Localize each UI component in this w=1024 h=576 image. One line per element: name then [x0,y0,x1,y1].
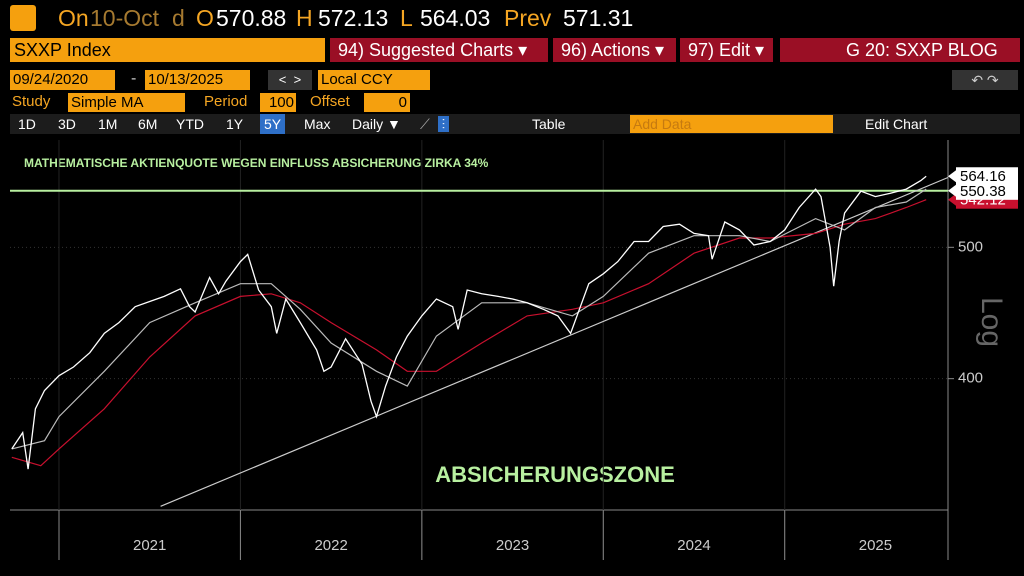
x-tick-label: 2021 [133,537,166,554]
start-date[interactable]: 09/24/2020 [10,70,115,90]
date-separator: - [131,70,137,87]
range-button[interactable]: 5Y [260,114,286,134]
open-label: O [196,5,214,31]
low: 564.03 [420,5,491,31]
x-tick-label: 2022 [314,537,347,554]
range-button[interactable]: YTD [176,116,204,132]
undo-buttons[interactable]: ↶ ↷ [952,70,1018,90]
high: 572.13 [318,5,389,31]
low-label: L [400,5,413,31]
period-label: Period [204,93,248,110]
range-button[interactable]: Max [304,116,331,132]
x-tick-label: 2025 [859,537,892,554]
y-tick-label: 500 [958,238,983,255]
x-tick-label: 2023 [496,537,529,554]
prev: 571.31 [563,5,634,31]
open: 570.88 [216,5,287,31]
security[interactable]: SXXP Index [10,38,325,62]
ma-value-label-pointer [948,193,956,206]
hline-value-label-box [956,181,1018,200]
edit-chart[interactable]: Edit Chart [865,116,928,132]
menu[interactable]: 97) Edit ▾ [680,38,773,62]
currency[interactable]: Local CCY [318,70,430,90]
header-bar: On 10-Oct d O 570.88 H 572.13 L 564.03 P… [0,0,1024,36]
last-value-label: 564.16 [960,168,1006,185]
range-button[interactable]: 3D [58,116,76,132]
series-line [11,199,927,467]
prev-label: Prev [504,5,552,31]
y-axis-label: Log [975,297,1008,347]
terminal-icon[interactable] [10,5,36,31]
end-date[interactable]: 10/13/2025 [145,70,250,90]
nav-buttons[interactable]: < > [268,70,312,90]
frequency[interactable]: Daily ▼ [352,116,401,132]
on-label: On [58,5,89,31]
annotation: ABSICHERUNGSZONE [435,462,675,487]
series-line [11,175,927,470]
chart: MATHEMATISCHE AKTIENQUOTE WEGEN EINFLUSS… [10,140,1018,560]
last-value-label-pointer [948,170,956,183]
offset-label: Offset [310,93,350,110]
period: d [172,5,185,31]
period-value[interactable]: 100 [260,93,296,112]
series-line [160,176,949,507]
range-button[interactable]: 1Y [226,116,244,132]
study-label: Study [12,93,51,110]
x-tick-label: 2024 [677,537,710,554]
range-button[interactable]: 6M [138,116,158,132]
high-label: H [296,5,313,31]
chart-type-icons[interactable]: ⟋ ⫶ [420,114,478,134]
menu[interactable]: 94) Suggested Charts ▾ [330,38,548,62]
range-button[interactable]: 1D [18,116,36,132]
date: 10-Oct [90,5,160,31]
series-line [11,188,927,450]
annotation: MATHEMATISCHE AKTIENQUOTE WEGEN EINFLUSS… [24,156,489,170]
menu[interactable]: 96) Actions ▾ [553,38,676,62]
hline-value-label: 550.38 [960,183,1006,200]
range-button[interactable]: 1M [98,116,118,132]
study[interactable]: Simple MA [68,93,185,112]
toolbar: Daily ▼ ⟋ ⫶ Table Add Data Edit Chart 1D… [10,114,1020,134]
offset-value[interactable]: 0 [364,93,410,112]
hline-value-label-pointer [948,184,956,197]
last-value-label-box [956,167,1018,186]
table-button[interactable]: Table [532,116,566,132]
blog-link[interactable]: G 20: SXXP BLOG [780,38,1020,62]
add-data[interactable]: Add Data [630,115,833,133]
y-tick-label: 400 [958,370,983,387]
